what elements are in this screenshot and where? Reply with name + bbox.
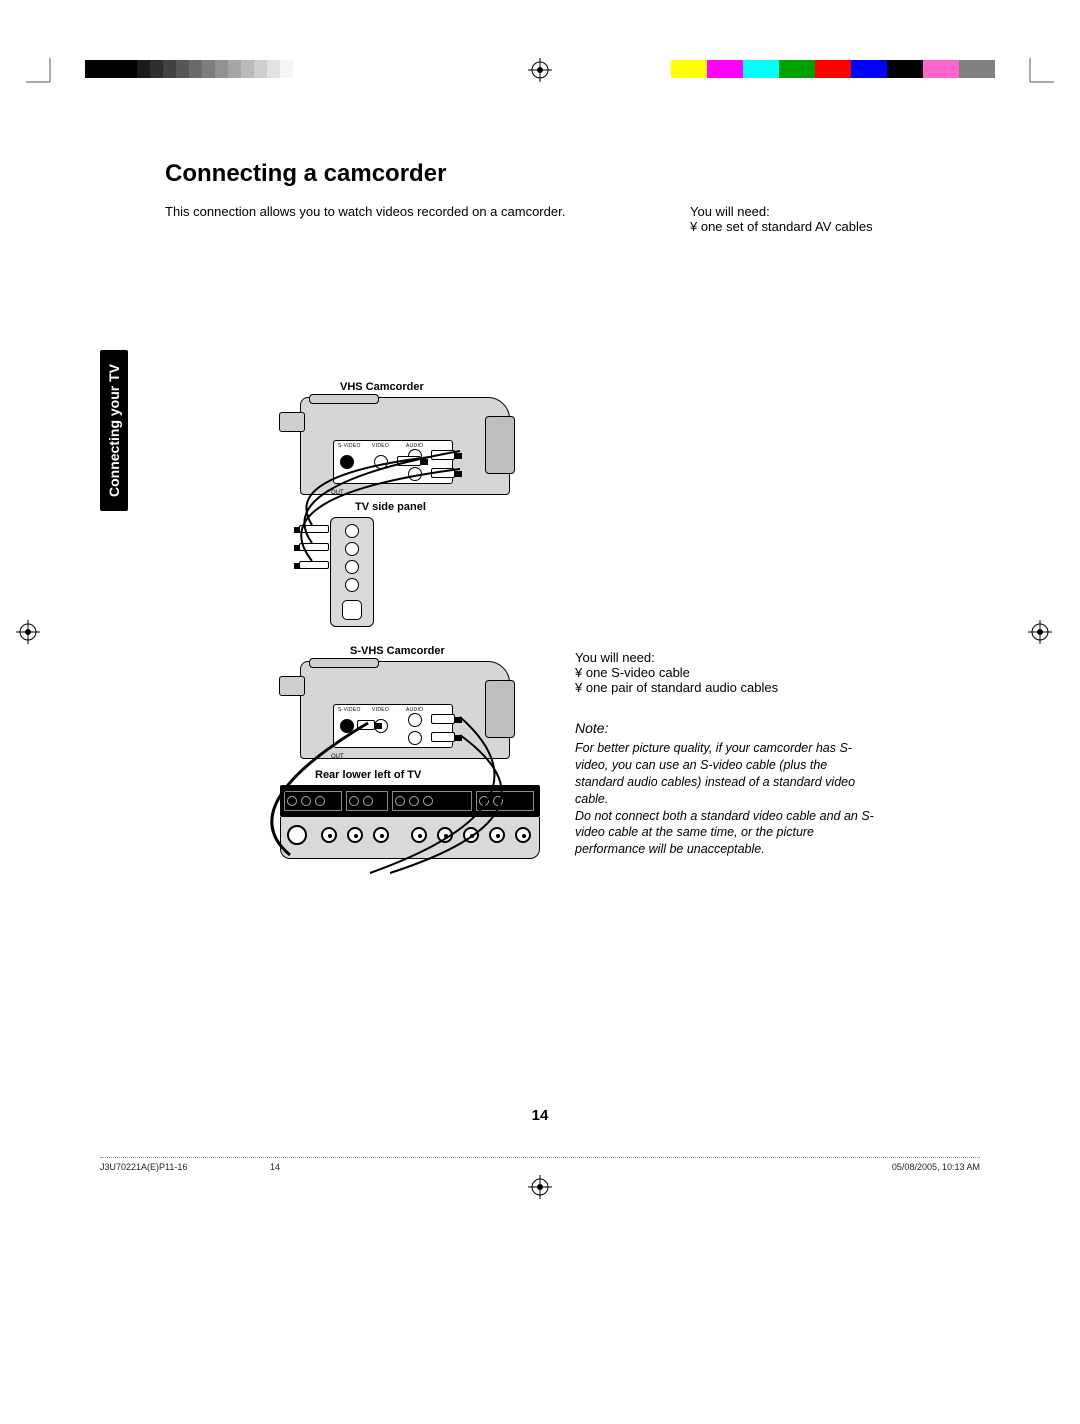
footer-page: 14 <box>270 1162 280 1172</box>
out-label: OUT <box>331 490 344 496</box>
bullet-icon: ¥ <box>575 665 586 680</box>
crop-mark-top-right <box>1020 58 1054 97</box>
port-label-svideo: S-VIDEO <box>338 707 361 713</box>
requirements-mid: You will need: ¥ one S-video cable ¥ one… <box>575 650 875 695</box>
label-rear-panel: Rear lower left of TV <box>315 769 560 781</box>
bullet-icon: ¥ <box>690 219 701 234</box>
tv-rear-panel-strip <box>280 785 540 817</box>
tv-side-panel-illustration <box>330 517 374 627</box>
label-svhs-camcorder: S-VHS Camcorder <box>350 645 560 657</box>
registration-color-bar <box>671 60 995 78</box>
port-label-video: VIDEO <box>372 443 389 449</box>
requirements-lead: You will need: <box>690 204 980 219</box>
intro-text: This connection allows you to watch vide… <box>165 204 565 219</box>
vhs-camcorder-illustration: S-VIDEO VIDEO AUDIO OUT <box>300 397 510 495</box>
footer-timestamp: 05/08/2005, 10:13 AM <box>892 1162 980 1172</box>
port-label-svideo: S-VIDEO <box>338 443 361 449</box>
requirements-item: ¥ one pair of standard audio cables <box>575 680 875 695</box>
requirements-item: ¥ one set of standard AV cables <box>690 219 980 234</box>
page-body: Connecting a camcorder This connection a… <box>0 160 1080 1424</box>
note-block: Note: For better picture quality, if you… <box>575 720 875 858</box>
page-number: 14 <box>532 1107 549 1124</box>
svhs-camcorder-illustration: S-VIDEO VIDEO AUDIO OUT <box>300 661 510 759</box>
requirements-lead: You will need: <box>575 650 875 665</box>
print-footer: J3U70221A(E)P11-16 14 05/08/2005, 10:13 … <box>100 1157 980 1172</box>
note-body: For better picture quality, if your camc… <box>575 740 875 858</box>
diagram-column: VHS Camcorder S-VIDEO VIDEO AUDIO OUT TV… <box>260 375 560 859</box>
registration-grayscale-bar <box>85 60 293 78</box>
out-label: OUT <box>331 754 344 760</box>
footer-filename: J3U70221A(E)P11-16 <box>100 1162 187 1172</box>
label-vhs-camcorder: VHS Camcorder <box>340 381 560 393</box>
page-title: Connecting a camcorder <box>165 160 980 188</box>
requirements-top: You will need: ¥ one set of standard AV … <box>690 204 980 234</box>
bullet-icon: ¥ <box>575 680 586 695</box>
note-heading: Note: <box>575 720 875 736</box>
label-tv-side-panel: TV side panel <box>355 501 560 513</box>
port-label-video: VIDEO <box>372 707 389 713</box>
registration-target-top <box>528 58 552 82</box>
requirements-item: ¥ one S-video cable <box>575 665 875 680</box>
tv-rear-panel-jacks <box>280 817 540 859</box>
intro-row: This connection allows you to watch vide… <box>165 204 980 234</box>
crop-mark-top-left <box>26 58 60 97</box>
